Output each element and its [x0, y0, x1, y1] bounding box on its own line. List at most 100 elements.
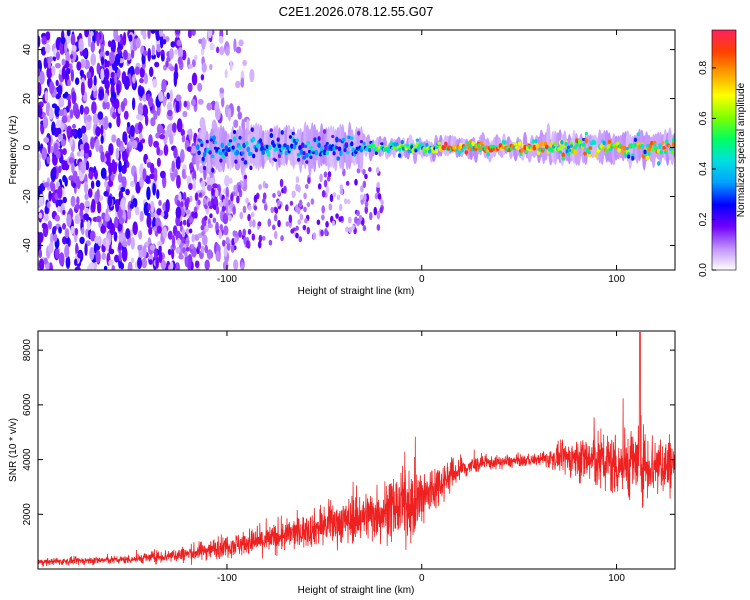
spectrogram-band-cell: [219, 151, 223, 156]
spectrogram-band-cell: [464, 150, 469, 155]
spectrogram-plume-cell: [277, 219, 281, 228]
spectrogram-noise-cell: [89, 30, 94, 37]
spectrogram-noise-cell: [52, 55, 57, 62]
spectrogram-plume-cell: [323, 179, 328, 188]
spectrogram-plume-cell: [316, 219, 321, 226]
spectrogram-noise-cell: [118, 233, 125, 242]
spectrogram-noise-cell: [116, 115, 121, 128]
spectrogram-noise-cell: [114, 53, 121, 65]
spectrogram-plume-cell: [245, 240, 250, 249]
spectrogram-band-cell: [339, 150, 343, 157]
spectrogram-noise-cell: [82, 49, 88, 58]
spectrogram-plume-cell: [181, 208, 185, 217]
spectrogram-band-cell: [292, 144, 297, 150]
spectrogram-noise-cell: [43, 57, 48, 69]
spectrogram-plume-cell: [307, 177, 311, 184]
spectrogram-plume-cell: [331, 220, 336, 226]
spectrogram-plume-cell: [205, 225, 209, 233]
spectrogram-noise-cell: [86, 264, 93, 270]
spectrogram-noise-cell: [163, 131, 168, 146]
spectrogram-plume-cell: [299, 213, 304, 221]
spectrogram-plume-cell: [364, 201, 369, 208]
spectrogram-plume-cell: [351, 224, 355, 231]
spectrogram-plume-cell: [221, 239, 226, 247]
spectrogram-noise-cell: [143, 104, 149, 118]
spectrogram-noise-cell: [61, 160, 67, 171]
spectrogram-plume-cell: [304, 218, 308, 224]
spectrogram-band-cell: [211, 167, 215, 173]
spectrogram-noise-cell: [169, 66, 175, 72]
spectrogram-noise-cell: [201, 234, 208, 246]
spectrogram-plume-cell: [325, 220, 329, 228]
spectrogram-noise-cell: [229, 60, 233, 71]
spectrogram-noise-cell: [64, 228, 70, 239]
spectrogram-noise-cell: [130, 236, 135, 250]
spectrogram-noise-cell: [222, 213, 229, 225]
spectrogram-noise-cell: [46, 66, 53, 79]
spectrogram-noise-cell: [181, 134, 186, 143]
spectrogram-noise-cell: [201, 37, 206, 50]
spectrogram-noise-cell: [153, 140, 159, 148]
spectrogram-band-cell: [232, 136, 237, 142]
spectrogram-band-cell: [238, 145, 242, 151]
spectrogram-band-cell: [224, 151, 228, 157]
spectrogram-noise-cell: [69, 63, 73, 71]
spectrogram-noise-cell: [236, 105, 241, 113]
spectrogram-band-cell: [652, 143, 657, 147]
spectrogram-noise-cell: [158, 30, 163, 37]
spectrogram-noise-cell: [90, 53, 97, 66]
spectrogram-noise-cell: [83, 213, 90, 221]
spectrogram-noise-cell: [83, 106, 90, 115]
spectrogram-noise-cell: [154, 248, 158, 260]
spectrogram-noise-cell: [46, 156, 51, 165]
spectrogram-plume-cell: [184, 199, 189, 208]
spectrogram-noise-cell: [100, 124, 104, 136]
spectrogram-noise-cell: [58, 109, 65, 116]
spectrogram-band-cell: [269, 128, 273, 133]
spectrogram-noise-cell: [55, 119, 62, 128]
spectrogram-band-cell: [434, 148, 439, 154]
spectrogram-noise-cell: [55, 51, 61, 61]
spectrogram-noise-cell: [171, 235, 176, 248]
spectrogram-plume-cell: [362, 180, 367, 189]
spectrogram-noise-cell: [40, 46, 47, 56]
spectrogram-noise-cell: [158, 251, 163, 264]
spectrogram-noise-cell: [105, 238, 110, 252]
spectrogram-plume-cell: [346, 199, 351, 205]
spectrogram-noise-cell: [51, 121, 56, 136]
spectrogram-plume-cell: [343, 198, 348, 205]
spectrogram-band-cell: [266, 151, 271, 158]
spectrogram-noise-cell: [115, 35, 121, 43]
spectrogram-band-cell: [284, 150, 289, 156]
spectrogram-noise-cell: [55, 79, 59, 87]
spectrogram-noise-cell: [192, 178, 197, 191]
colorbar-label: Normalized spectral amplitude: [736, 82, 747, 217]
colorbar-tick-label: 0.8: [698, 61, 709, 75]
spectrogram-noise-cell: [49, 180, 54, 192]
spectrogram-noise-cell: [68, 175, 75, 181]
spectrogram-noise-cell: [58, 252, 65, 266]
spectrogram-band-cell: [325, 141, 329, 146]
spectrogram-noise-cell: [206, 102, 213, 111]
spectrogram-band-cell: [588, 146, 593, 150]
spectrogram-noise-cell: [158, 91, 164, 102]
spectrogram-noise-cell: [207, 30, 213, 39]
spectrogram-band-cell: [636, 132, 640, 137]
spectrogram-plume-cell: [185, 239, 190, 245]
spectrogram-band-cell: [275, 147, 279, 151]
spectrogram-noise-cell: [87, 188, 93, 198]
spectrogram-noise-cell: [175, 100, 180, 113]
spectrogram-band-cell: [258, 138, 263, 144]
spectrogram-noise-cell: [88, 171, 94, 180]
spectrogram-noise-cell: [153, 169, 158, 183]
spectrogram-noise-cell: [153, 110, 158, 120]
spectrogram-plume-cell: [362, 225, 367, 232]
spectrogram-noise-cell: [83, 142, 90, 154]
spectrogram-noise-cell: [197, 199, 201, 206]
spectrogram-noise-cell: [158, 199, 162, 207]
spectrogram-band-cell: [250, 127, 254, 132]
spectrogram-band-cell: [317, 136, 321, 141]
spectrogram-noise-cell: [111, 161, 118, 174]
spectrogram-noise-cell: [233, 38, 237, 53]
spectrogram-noise-cell: [95, 215, 102, 223]
